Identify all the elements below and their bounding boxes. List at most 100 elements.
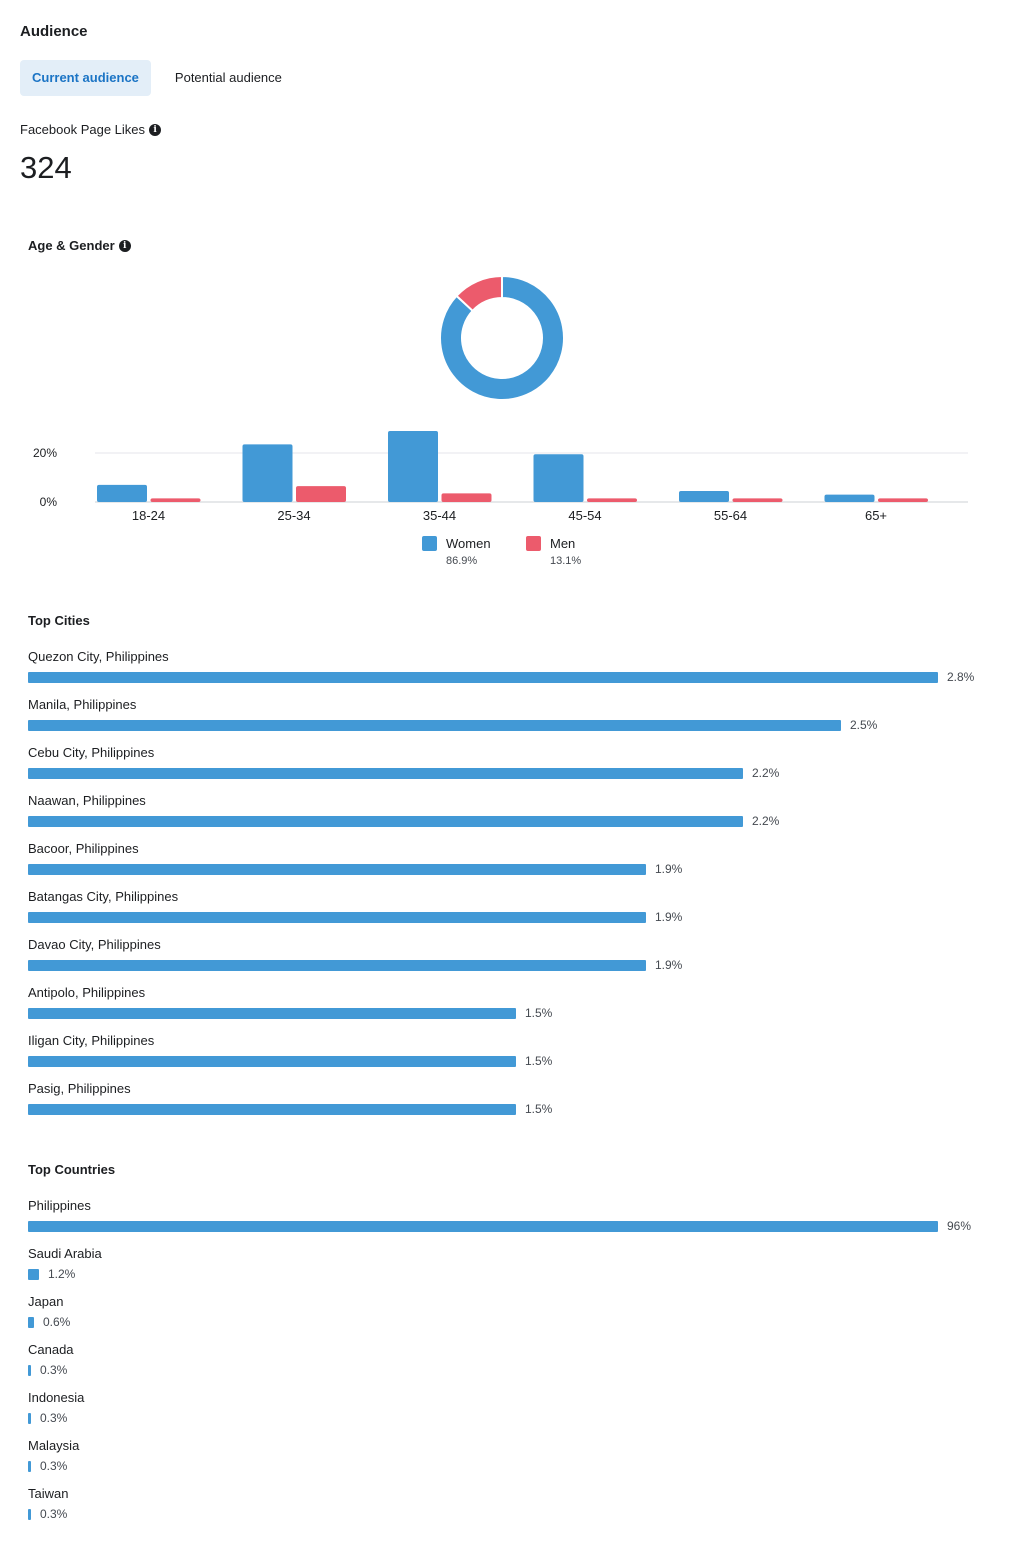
- city-bar-row: 1.5%: [28, 1054, 988, 1068]
- country-bar-row: 0.3%: [28, 1363, 988, 1377]
- country-bar-row: 96%: [28, 1219, 988, 1233]
- bar-women-18-24[interactable]: [97, 484, 147, 502]
- country-name: Indonesia: [28, 1390, 85, 1405]
- y-tick-label: 20%: [33, 446, 57, 460]
- city-bar: [28, 1055, 516, 1067]
- country-bar: [28, 1460, 31, 1472]
- city-list-item[interactable]: Bacoor, Philippines 1.9%: [28, 841, 988, 876]
- legend-women-percent: 86.9%: [446, 555, 478, 567]
- age-gender-title-row: Age & Gender i: [28, 238, 131, 253]
- city-name: Quezon City, Philippines: [28, 649, 169, 664]
- city-bar: [28, 863, 646, 875]
- donut-slice-women[interactable]: [439, 274, 565, 401]
- country-list-item[interactable]: Saudi Arabia 1.2%: [28, 1246, 988, 1281]
- city-bar: [28, 959, 646, 971]
- legend-men-percent: 13.1%: [550, 555, 582, 567]
- country-percent: 0.3%: [40, 1411, 68, 1425]
- city-bar-row: 1.5%: [28, 1006, 988, 1020]
- country-bar: [28, 1316, 34, 1328]
- country-name: Canada: [28, 1342, 74, 1357]
- donut-slice-men[interactable]: [455, 274, 503, 313]
- city-bar-row: 1.9%: [28, 958, 988, 972]
- city-list-item[interactable]: Pasig, Philippines 1.5%: [28, 1081, 988, 1116]
- city-list-item[interactable]: Quezon City, Philippines 2.8%: [28, 649, 988, 684]
- info-icon[interactable]: i: [118, 239, 131, 252]
- city-name: Naawan, Philippines: [28, 793, 146, 808]
- country-percent: 0.6%: [43, 1315, 71, 1329]
- top-countries-title: Top Countries: [28, 1162, 116, 1177]
- tab-potential-audience[interactable]: Potential audience: [174, 70, 282, 85]
- country-percent: 1.2%: [48, 1267, 76, 1281]
- country-list-item[interactable]: Canada 0.3%: [28, 1342, 988, 1377]
- city-bar-row: 2.8%: [28, 670, 988, 684]
- country-percent: 0.3%: [40, 1363, 68, 1377]
- country-name: Philippines: [28, 1198, 91, 1213]
- country-bar: [28, 1220, 938, 1232]
- city-list-item[interactable]: Batangas City, Philippines 1.9%: [28, 889, 988, 924]
- city-name: Pasig, Philippines: [28, 1081, 131, 1096]
- city-list-item[interactable]: Manila, Philippines 2.5%: [28, 697, 988, 732]
- country-list-item[interactable]: Indonesia 0.3%: [28, 1390, 988, 1425]
- city-bar-row: 1.9%: [28, 910, 988, 924]
- audience-tabs: Current audience Potential audience: [20, 60, 294, 96]
- country-percent: 96%: [947, 1219, 972, 1233]
- country-bar-row: 1.2%: [28, 1267, 988, 1281]
- country-percent: 0.3%: [40, 1507, 68, 1521]
- city-name: Batangas City, Philippines: [28, 889, 179, 904]
- city-bar-row: 2.2%: [28, 766, 988, 780]
- bar-men-65+[interactable]: [878, 498, 928, 502]
- bar-men-35-44[interactable]: [441, 493, 492, 502]
- bar-men-18-24[interactable]: [150, 498, 201, 502]
- country-name: Taiwan: [28, 1486, 69, 1501]
- country-name: Malaysia: [28, 1438, 80, 1453]
- bar-women-55-64[interactable]: [679, 490, 729, 502]
- city-bar: [28, 815, 743, 827]
- city-list-item[interactable]: Cebu City, Philippines 2.2%: [28, 745, 988, 780]
- bar-women-25-34[interactable]: [242, 444, 293, 502]
- bar-men-55-64[interactable]: [732, 498, 783, 502]
- city-list-item[interactable]: Davao City, Philippines 1.9%: [28, 937, 988, 972]
- country-list-item[interactable]: Taiwan 0.3%: [28, 1486, 988, 1521]
- city-list-item[interactable]: Naawan, Philippines 2.2%: [28, 793, 988, 828]
- city-list-item[interactable]: Iligan City, Philippines 1.5%: [28, 1033, 988, 1068]
- country-bar-row: 0.3%: [28, 1507, 988, 1521]
- x-tick-label: 35-44: [423, 508, 456, 520]
- country-list-item[interactable]: Malaysia 0.3%: [28, 1438, 988, 1473]
- city-percent: 2.2%: [752, 814, 780, 828]
- city-list-item[interactable]: Antipolo, Philippines 1.5%: [28, 985, 988, 1020]
- bar-men-45-54[interactable]: [587, 498, 637, 502]
- legend-women-label: Women: [446, 536, 491, 551]
- legend-men[interactable]: Men 13.1%: [526, 536, 581, 567]
- tab-current-audience[interactable]: Current audience: [20, 60, 151, 96]
- age-gender-bar-chart: 0% 20% 18-24 25-34 35-44 45-54 55-64 65+: [33, 430, 968, 520]
- city-percent: 1.9%: [655, 862, 683, 876]
- bar-women-65+[interactable]: [824, 494, 875, 502]
- x-tick-label: 25-34: [277, 508, 310, 520]
- legend-women[interactable]: Women 86.9%: [422, 536, 491, 567]
- women-swatch-icon: [422, 536, 437, 551]
- bar-women-45-54[interactable]: [533, 454, 584, 502]
- country-percent: 0.3%: [40, 1459, 68, 1473]
- city-percent: 1.5%: [525, 1102, 553, 1116]
- info-icon[interactable]: i: [149, 123, 162, 136]
- x-tick-label: 65+: [865, 508, 887, 520]
- y-tick-label: 0%: [40, 495, 58, 509]
- x-tick-label: 45-54: [568, 508, 601, 520]
- x-tick-label: 18-24: [132, 508, 165, 520]
- country-list-item[interactable]: Philippines 96%: [28, 1198, 988, 1233]
- page-title: Audience: [20, 23, 88, 40]
- city-percent: 1.5%: [525, 1054, 553, 1068]
- city-bar: [28, 767, 743, 779]
- bar-women-35-44[interactable]: [388, 430, 438, 502]
- bar-men-25-34[interactable]: [296, 486, 346, 502]
- city-bar: [28, 719, 841, 731]
- city-bar-row: 1.5%: [28, 1102, 988, 1116]
- city-bar: [28, 1007, 516, 1019]
- country-name: Japan: [28, 1294, 64, 1309]
- city-name: Davao City, Philippines: [28, 937, 161, 952]
- city-name: Manila, Philippines: [28, 697, 137, 712]
- country-bar: [28, 1364, 31, 1376]
- page-likes-label-row: Facebook Page Likes i: [20, 122, 162, 137]
- country-list-item[interactable]: Japan 0.6%: [28, 1294, 988, 1329]
- legend-men-label: Men: [550, 536, 576, 551]
